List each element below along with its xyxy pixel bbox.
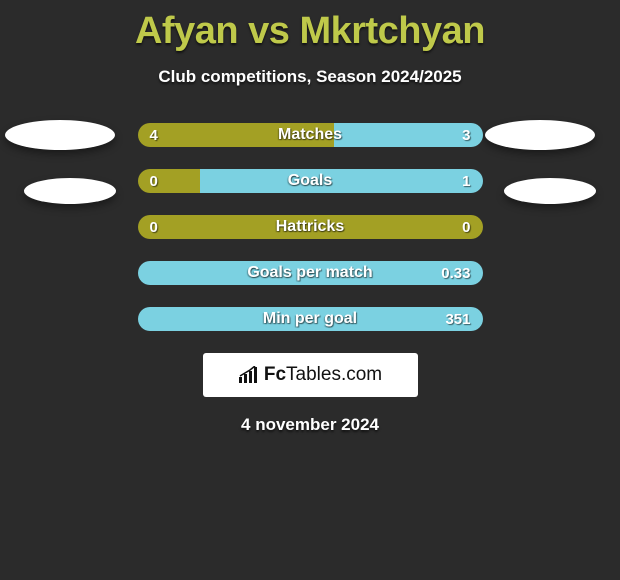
page-title: Afyan vs Mkrtchyan <box>0 0 620 53</box>
stat-row: 01Goals <box>138 169 483 193</box>
decorative-oval <box>5 120 115 150</box>
stat-row: 00Hattricks <box>138 215 483 239</box>
stat-row: 43Matches <box>138 123 483 147</box>
decorative-oval <box>24 178 116 204</box>
logo-text: FcTables.com <box>264 364 382 386</box>
decorative-oval <box>504 178 596 204</box>
stat-row: 351Min per goal <box>138 307 483 331</box>
stats-rows: 43Matches 01Goals 00Hattricks 0.33Goals per… <box>138 123 483 331</box>
stat-label: Hattricks <box>138 215 483 239</box>
decorative-oval <box>485 120 595 150</box>
stat-label: Goals <box>138 169 483 193</box>
bars-icon <box>238 366 260 384</box>
subtitle: Club competitions, Season 2024/2025 <box>0 67 620 87</box>
logo: FcTables.com <box>238 364 382 386</box>
logo-box: FcTables.com <box>203 353 418 397</box>
stat-label: Min per goal <box>138 307 483 331</box>
date-label: 4 november 2024 <box>0 415 620 435</box>
stat-label: Goals per match <box>138 261 483 285</box>
stat-label: Matches <box>138 123 483 147</box>
stat-row: 0.33Goals per match <box>138 261 483 285</box>
